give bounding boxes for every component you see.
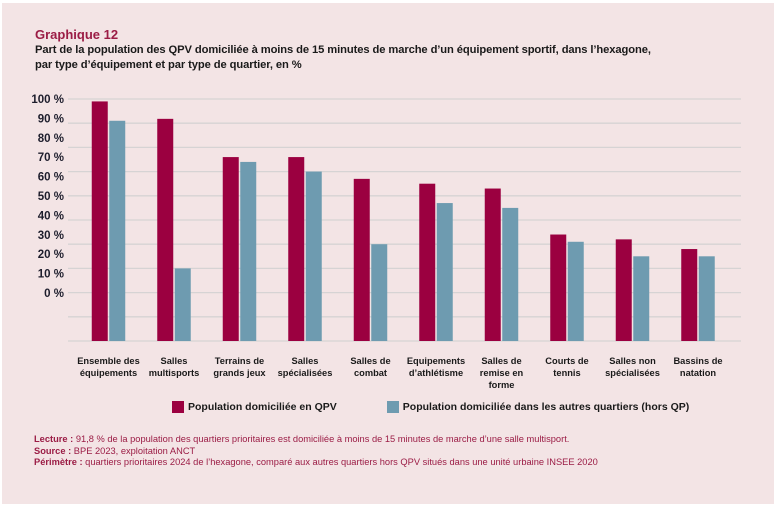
bar-qpv [353,178,370,341]
x-tick-label-line: tennis [553,368,581,378]
x-tick-label-line: natation [679,368,717,378]
x-tick-label: Salles non spécialisées [598,355,668,379]
legend-swatch-qpv [172,401,184,413]
legend-label-autres: Population domiciliée dans les autres qu… [402,401,690,413]
x-tick-label-line: Salles [291,356,319,366]
chart-title: Part de la population des QPV domiciliée… [35,43,735,73]
y-axis-ticks: 100 % 90 % 80 % 70 % 60 % 50 % 40 % 30 % 20 % 10 … [31,94,64,300]
x-tick-label-line: Courts de [545,356,589,366]
bar-qpv [615,239,632,341]
bar-autres [436,203,453,341]
y-tick-label: 70 % [38,152,64,164]
bar-autres [109,120,126,341]
bar-qpv [288,157,305,341]
bar-qpv [419,183,436,341]
legend: Population domiciliée en QPV Population … [172,401,689,413]
x-tick-label-line: spécialisées [605,368,660,378]
bar-autres [502,207,519,341]
note-source-label: Source : [34,445,72,456]
y-tick-label: 100 % [31,94,64,106]
x-tick-label-line: Salles non [609,356,656,366]
x-tick-label: Terrains de grands jeux [205,355,275,379]
bar-qpv [681,249,698,341]
x-tick-label-line: équipements [79,368,138,378]
x-tick-label-line: Salles [160,356,188,366]
x-tick-label-line: grands jeux [213,368,266,378]
x-tick-label: Courts de tennis [532,355,602,379]
y-tick-label: 10 % [38,269,64,281]
chart-panel [2,3,774,504]
x-tick-label: Salles de combat [336,355,406,379]
x-tick-label: Salles de remise en forme [467,355,537,391]
x-tick-label: Salles multisports [139,355,209,379]
bar-autres [567,241,584,341]
x-tick-label-line: Bassins de [673,356,723,366]
x-tick-label-line: d’athlétisme [408,368,464,378]
x-tick-label-line: combat [353,368,388,378]
y-tick-label: 60 % [38,172,64,184]
note-lecture-text: 91,8 % de la population des quartiers pr… [73,434,570,444]
y-tick-label: 20 % [38,249,64,261]
bar-autres [305,171,322,341]
bar-qpv [550,234,567,341]
note-perimetre: Périmètre : quartiers prioritaires 2024 … [34,457,598,469]
x-tick-label-line: Terrains de [214,356,265,366]
bar-qpv [484,188,501,341]
x-tick-label-line: Salles de [350,356,391,366]
x-tick-label-line: remise en [479,368,524,378]
x-tick-label-line: spécialisées [277,368,333,378]
chart-title-line-1: Part de la population des QPV domiciliée… [35,44,651,56]
x-tick-label: Ensemble des équipements [74,355,144,379]
note-lecture: Lecture : 91,8 % de la population des qu… [34,434,598,446]
x-tick-label-line: Salles de [481,356,522,366]
x-tick-label: Equipements d’athlétisme [401,355,471,379]
x-tick-label-line: multisports [148,368,200,378]
x-tick-label-line: Equipements [406,356,466,366]
note-source-text: BPE 2023, exploitation ANCT [71,445,196,456]
note-source: Source : BPE 2023, exploitation ANCT [34,446,598,458]
bar-qpv [157,118,174,342]
x-tick-label-line: Ensemble des [77,356,140,366]
y-tick-label: 30 % [38,230,64,242]
note-perimetre-label: Périmètre : [34,457,83,467]
x-tick-label: Salles spécialisées [270,355,340,379]
y-tick-label: 50 % [38,191,64,203]
legend-label-qpv: Population domiciliée en QPV [188,401,337,413]
bar-qpv [91,101,108,341]
bars [91,101,715,342]
y-tick-label: 40 % [38,210,64,222]
figure-number: Graphique 12 [35,27,119,42]
chart-notes: Lecture : 91,8 % de la population des qu… [34,434,598,469]
bar-autres [633,256,650,341]
y-tick-label: 0 % [44,288,64,300]
y-tick-label: 90 % [38,113,64,125]
x-tick-label: Bassins de natation [663,355,733,379]
bar-chart: 100 % 90 % 80 % 70 % 60 % 50 % 40 % 30 % 20 % 10 … [31,94,741,342]
bar-autres [240,161,257,341]
y-tick-label: 80 % [38,133,64,145]
bar-qpv [222,157,239,341]
bar-autres [174,268,191,341]
bar-autres [698,256,715,341]
legend-item-autres: Population domiciliée dans les autres qu… [386,401,690,413]
bar-autres [371,244,388,341]
x-tick-label-line: forme [488,380,515,390]
legend-swatch-autres [386,401,399,413]
legend-item-qpv: Population domiciliée en QPV [172,401,337,413]
chart-title-line-2: par type d’équipement et par type de qua… [35,59,302,71]
note-perimetre-text: quartiers prioritaires 2024 de l’hexagon… [82,457,598,467]
note-lecture-label: Lecture : [34,434,74,444]
